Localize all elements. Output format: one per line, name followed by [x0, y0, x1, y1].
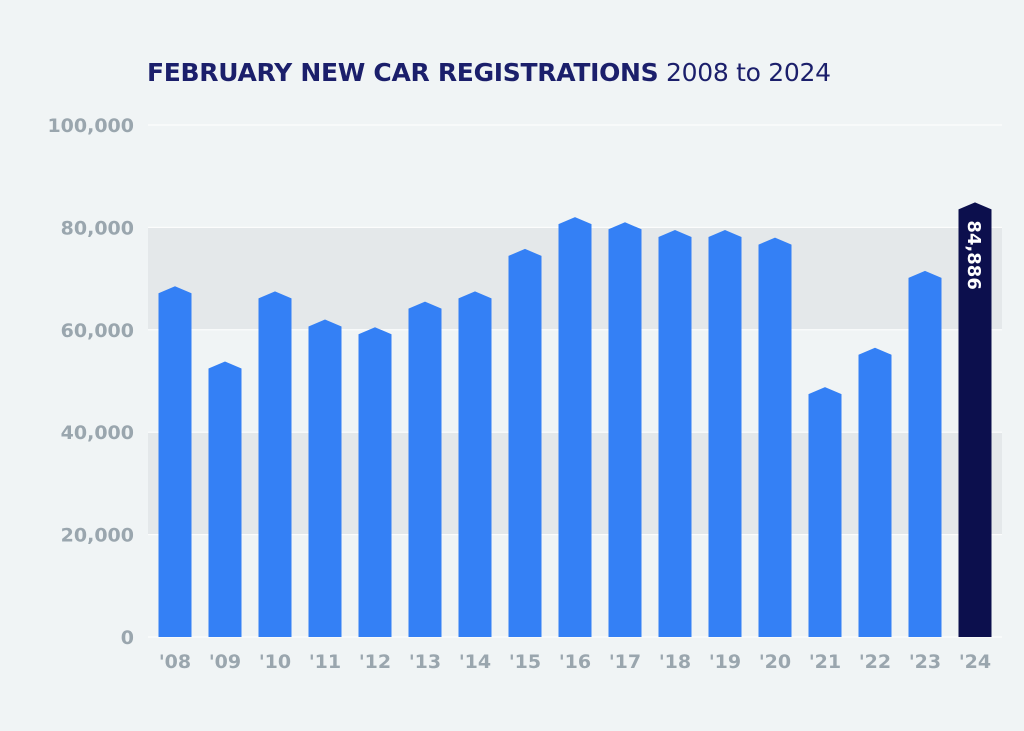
y-tick-label: 60,000 — [61, 320, 134, 342]
bar — [608, 222, 642, 637]
data-labels: 84,886 — [963, 220, 984, 289]
bars — [158, 202, 992, 638]
y-tick-label: 0 — [121, 627, 134, 649]
chart-title: FEBRUARY NEW CAR REGISTRATIONS 2008 to 2… — [147, 58, 831, 87]
bar — [958, 202, 992, 638]
bar — [258, 291, 292, 637]
x-tick-label: '20 — [759, 651, 791, 673]
x-tick-label: '09 — [209, 651, 241, 673]
x-tick-label: '11 — [309, 651, 341, 673]
y-tick-label: 80,000 — [61, 217, 134, 239]
bar — [308, 319, 342, 637]
bar — [908, 270, 942, 637]
x-tick-label: '22 — [859, 651, 891, 673]
x-tick-label: '17 — [609, 651, 641, 673]
bar — [208, 361, 242, 637]
x-tick-label: '15 — [509, 651, 541, 673]
bar — [408, 301, 442, 637]
x-tick-label: '13 — [409, 651, 441, 673]
x-axis-ticks: '08 '09 '10 '11 '12 '13 '14 '15 '16 '17 '18 '19 '20 '… — [159, 651, 991, 673]
x-tick-label: '08 — [159, 651, 191, 673]
chart-title-main: FEBRUARY NEW CAR REGISTRATIONS — [147, 58, 659, 87]
x-tick-label: '24 — [959, 651, 991, 673]
chart-title-sub: 2008 to 2024 — [666, 58, 831, 87]
x-tick-label: '10 — [259, 651, 291, 673]
bar — [508, 248, 542, 638]
highlight-value-label: 84,886 — [963, 220, 984, 289]
bar — [358, 327, 392, 637]
bar — [458, 291, 492, 637]
x-tick-label: '23 — [909, 651, 941, 673]
x-tick-label: '14 — [459, 651, 491, 673]
y-tick-label: 100,000 — [47, 115, 134, 137]
bar — [758, 237, 792, 637]
bar — [158, 286, 192, 637]
y-tick-label: 20,000 — [61, 525, 134, 547]
x-tick-label: '21 — [809, 651, 841, 673]
bar — [808, 387, 842, 637]
x-tick-label: '12 — [359, 651, 391, 673]
x-tick-label: '19 — [709, 651, 741, 673]
x-tick-label: '18 — [659, 651, 691, 673]
y-tick-label: 40,000 — [61, 422, 134, 444]
bar — [558, 217, 592, 637]
bar — [658, 229, 692, 637]
x-tick-label: '16 — [559, 651, 591, 673]
y-axis-ticks: 0 20,000 40,000 60,000 80,000 100,000 — [47, 115, 134, 649]
bar — [858, 347, 892, 637]
bar — [708, 229, 742, 637]
